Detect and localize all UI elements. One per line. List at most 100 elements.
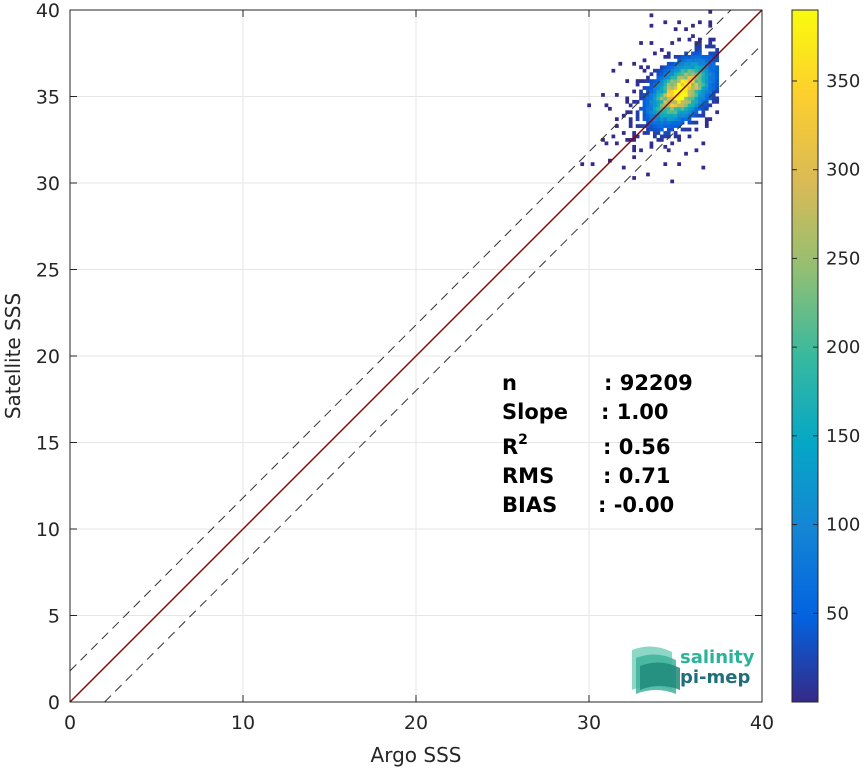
density-cell [666,127,671,132]
density-cell [646,96,650,101]
density-cell [684,51,688,56]
density-cell [663,120,668,125]
density-cell [697,20,702,25]
density-cell [611,68,616,73]
density-cell [642,117,647,122]
density-cell [625,138,630,142]
density-cell [691,110,695,115]
density-cell [694,75,699,80]
density-cell [694,51,699,56]
density-cell [666,61,671,66]
density-cell [701,89,706,94]
density-cell [715,58,720,63]
stat-rms-value: : 0.71 [603,464,671,488]
density-cell [666,72,671,77]
density-cell [704,124,709,128]
density-cell [697,89,702,94]
density-cell [691,93,695,97]
density-cell [680,110,685,115]
density-cell [697,93,702,97]
density-cell [697,72,702,77]
density-cell [711,93,716,97]
density-cell [701,86,706,90]
density-cell [673,86,678,90]
density-cell [653,68,657,73]
density-cell [659,68,664,73]
density-cell [663,93,668,97]
density-cell [670,99,675,104]
density-cell [646,75,650,80]
density-cell [649,41,654,45]
density-cell [701,68,706,73]
density-cell [659,127,664,132]
density-cell [684,65,688,70]
density-cell [653,106,657,111]
density-cell [670,179,675,184]
density-cell [677,99,681,104]
density-cell [635,79,640,83]
density-cell [663,131,668,135]
stat-r2-label: R2 [502,432,528,459]
density-cell [639,148,643,153]
density-cell [670,96,675,101]
reference-line [69,9,732,672]
density-cell [677,20,681,25]
density-cell [677,124,681,128]
density-cell [694,120,699,125]
density-cell [701,106,706,111]
density-cell [680,117,685,122]
density-cell [646,120,650,125]
density-cell [684,68,688,73]
density-cell [642,131,647,135]
density-cell [694,113,699,118]
wave-logo-icon [632,646,680,694]
density-cell [649,96,654,101]
density-cell [694,44,699,49]
density-cell [625,99,630,104]
stat-n-label: n [502,371,517,395]
density-cell [701,141,706,146]
density-cell [642,96,647,101]
density-cell [656,93,661,97]
density-cell [659,113,664,118]
density-cell [649,124,654,128]
density-cell [691,61,695,66]
density-cell [680,58,685,63]
density-cell [684,72,688,77]
density-cell [656,103,661,108]
density-cell [687,82,692,87]
y-tick-label: 25 [36,260,60,282]
y-tick-label: 5 [48,606,60,628]
density-cell [614,124,619,128]
density-cell [694,65,699,70]
density-cell [708,58,713,63]
density-cell [670,86,675,90]
density-cell [691,89,695,94]
density-cell [656,75,661,80]
density-cell [701,61,706,66]
density-cell [694,82,699,87]
density-cell [711,75,716,80]
density-cell [694,41,699,45]
density-cell [708,54,713,59]
density-cell [715,68,720,73]
density-cell [673,99,678,104]
density-cell [625,110,630,115]
density-cell [653,96,657,101]
density-cell [649,103,654,108]
density-cell [653,99,657,104]
density-cell [646,131,650,135]
density-cell [677,89,681,94]
density-cell [646,117,650,122]
salinity-pi-mep-logo: salinity pi-mep [632,646,755,694]
density-cell [684,117,688,122]
density-cell [711,44,716,49]
density-cell [673,110,678,115]
density-cell [663,96,668,101]
density-cell [711,37,716,42]
density-cell [704,68,709,73]
density-cell [684,93,688,97]
density-cell [639,65,643,70]
density-cell [670,93,675,97]
